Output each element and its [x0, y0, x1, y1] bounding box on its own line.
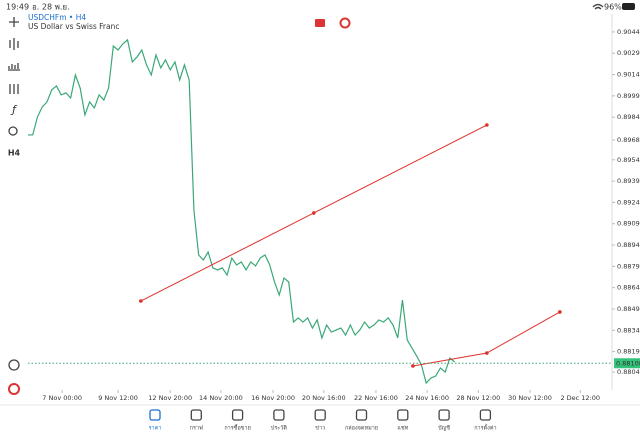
crosshair-tool[interactable] — [9, 17, 19, 27]
tab-label[interactable]: ราคา — [149, 426, 162, 432]
tab-icon[interactable] — [314, 409, 326, 421]
tab-label[interactable]: กล่องจดหมาย — [345, 426, 378, 432]
x-tick-label: 30 Nov 12:00 — [508, 394, 552, 402]
status-time: 19:49 — [6, 3, 29, 12]
current-price-label: 0.88108 — [616, 359, 640, 367]
broker-icon[interactable] — [8, 383, 20, 395]
tab-label[interactable]: บัญชี — [438, 425, 450, 432]
x-tick-label: 24 Nov 16:00 — [405, 394, 449, 402]
wifi-icon — [592, 3, 604, 10]
tab-label[interactable]: แชท — [397, 425, 408, 432]
trade-icon[interactable] — [339, 17, 351, 29]
tab-icon[interactable] — [479, 409, 492, 421]
signals-tool[interactable] — [8, 359, 20, 371]
status-battery: 96% — [604, 3, 622, 12]
y-tick-label: 0.88046 — [617, 368, 640, 376]
chart-title[interactable]: USDCHFm • H4 — [28, 13, 86, 22]
price-line — [28, 38, 456, 385]
x-tick-label: 9 Nov 12:00 — [98, 394, 138, 402]
x-tick-label: 20 Nov 16:00 — [302, 394, 346, 402]
trend-point — [411, 364, 415, 368]
tab-icon[interactable] — [438, 409, 450, 421]
tab-icon[interactable] — [149, 409, 161, 421]
x-tick-label: 7 Nov 00:00 — [42, 394, 82, 402]
trend-point — [558, 310, 562, 314]
tab-label[interactable]: กราฟ — [190, 425, 203, 432]
x-tick-label: 22 Nov 16:00 — [354, 394, 398, 402]
trend-point — [485, 351, 489, 355]
indicators-tool[interactable] — [8, 63, 20, 71]
tab-icon[interactable] — [231, 409, 244, 421]
tab-label[interactable]: ประวัติ — [271, 425, 287, 432]
function-tool[interactable]: ƒ — [10, 103, 18, 116]
tab-label[interactable]: ข่าว — [315, 426, 325, 432]
trend-point — [485, 123, 489, 127]
tab-bar: ราคา กราฟ การซื้อขาย ประวัติ ข่าว กล่องจดหมาย… — [149, 409, 497, 432]
chart-type-tool[interactable] — [9, 38, 19, 50]
tab-icon[interactable] — [273, 409, 285, 421]
x-tick-label: 28 Nov 12:00 — [456, 394, 500, 402]
current-price-box — [614, 358, 640, 369]
tab-label[interactable]: การตั้งค่า — [474, 424, 496, 432]
battery-icon — [622, 3, 635, 10]
tab-icon[interactable] — [397, 409, 409, 421]
chart-subtitle: US Dollar vs Swiss Franc — [28, 22, 119, 31]
x-tick-label: 2 Dec 12:00 — [560, 394, 600, 402]
settings-tool[interactable] — [9, 84, 19, 94]
trend-point — [312, 211, 316, 215]
trend-point — [139, 299, 143, 303]
objects-tool[interactable] — [8, 126, 18, 136]
x-tick-label: 14 Nov 20:00 — [199, 394, 243, 402]
tab-label[interactable]: การซื้อขาย — [224, 424, 250, 432]
status-date: อ. 28 พ.ย. — [32, 3, 70, 12]
timeframe-button[interactable]: H4 — [8, 149, 21, 158]
one-click-icon[interactable] — [315, 19, 325, 27]
tab-icon[interactable] — [190, 409, 202, 421]
tab-icon[interactable] — [355, 409, 368, 421]
left-toolbar: ƒ H4 — [8, 17, 21, 395]
x-tick-label: 12 Nov 20:00 — [148, 394, 192, 402]
x-tick-label: 16 Nov 20:00 — [251, 394, 295, 402]
